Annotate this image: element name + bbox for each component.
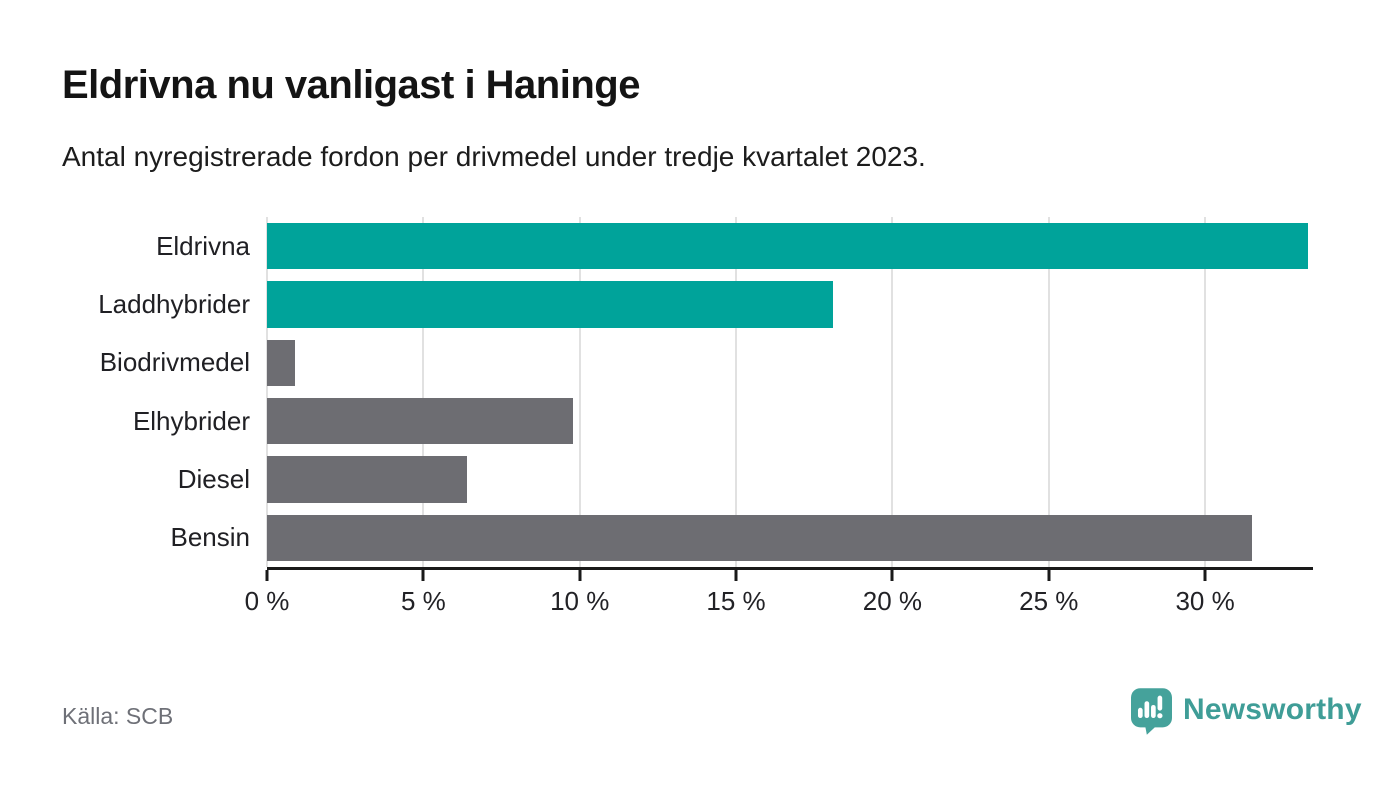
gridline	[1204, 217, 1207, 567]
x-axis-line	[267, 567, 1313, 570]
category-label: Eldrivna	[156, 230, 250, 261]
axis-tick	[734, 570, 738, 581]
category-label: Elhybrider	[132, 405, 250, 436]
category-label: Laddhybrider	[98, 288, 250, 319]
gridline	[422, 217, 425, 567]
bar-laddhybrider	[267, 281, 833, 328]
axis-tick-label: 10 %	[550, 586, 610, 616]
category-label: Bensin	[170, 522, 251, 553]
bar-elhybrider	[267, 397, 574, 445]
axis-tick-label: 5 %	[400, 586, 446, 616]
axis-tick	[1047, 570, 1051, 581]
bar-biodrivmedel	[267, 339, 296, 387]
gridline	[891, 217, 894, 567]
axis-tick-label: 20 %	[862, 586, 923, 616]
category-label: Biodrivmedel	[99, 347, 250, 378]
gridline	[1047, 217, 1050, 567]
axis-tick	[890, 570, 894, 581]
axis-tick	[265, 570, 269, 581]
axis-tick-label: 15 %	[706, 586, 766, 616]
newsworthy-icon	[1131, 688, 1172, 735]
axis-tick-label: 25 %	[1019, 586, 1079, 616]
plot-area: 0 % 5 % 10 % 15 % 20 % 25 % 30 %	[245, 217, 1313, 616]
chart-title: Eldrivna nu vanligast i Haninge	[62, 63, 640, 107]
source-note: Källa: SCB	[62, 703, 174, 729]
gridline	[735, 217, 738, 567]
bar-bensin	[267, 514, 1253, 562]
category-labels: Eldrivna Laddhybrider Biodrivmedel Elhybrid…	[0, 217, 250, 567]
bar-chart: 0 % 5 % 10 % 15 % 20 % 25 % 30 % Eldrivna Laddh…	[0, 217, 1313, 616]
axis-tick	[578, 570, 582, 581]
bar-eldrivna	[267, 222, 1309, 270]
newsworthy-logo: Newsworthy	[1131, 688, 1362, 735]
axis-tick-label: 30 %	[1175, 586, 1235, 616]
gridline	[578, 217, 581, 567]
axis-tick	[1203, 570, 1207, 581]
axis-tick-label: 0 %	[244, 586, 290, 616]
axis-tick	[421, 570, 425, 581]
chart-subtitle: Antal nyregistrerade fordon per drivmede…	[62, 141, 926, 172]
bar-diesel	[267, 456, 468, 503]
category-label: Diesel	[177, 463, 250, 494]
gridline	[266, 217, 268, 567]
newsworthy-wordmark: Newsworthy	[1183, 693, 1362, 726]
